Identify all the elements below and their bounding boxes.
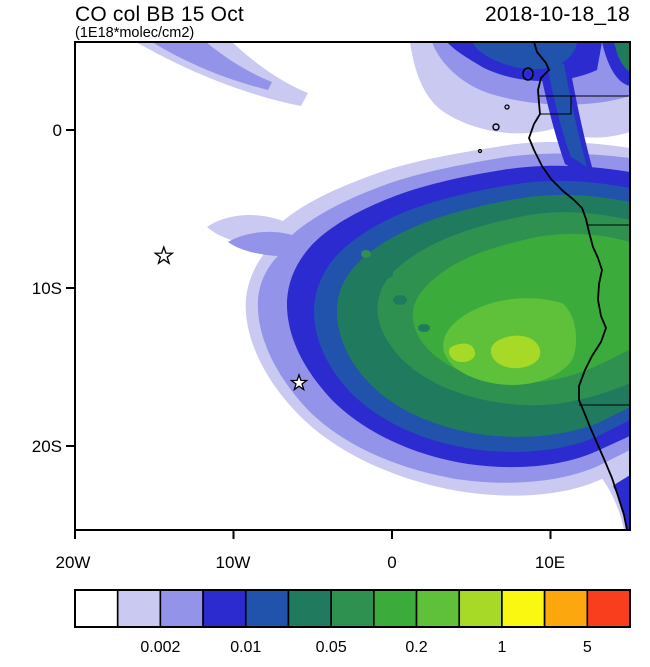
x-axis-label-10e: 10E	[534, 553, 566, 572]
colorbar-cell	[244, 589, 290, 628]
star-marker-ascension	[153, 245, 175, 265]
contour-teal-speckle	[418, 324, 430, 332]
colorbar-tick-label: 0.002	[140, 639, 180, 656]
colorbar-cell	[159, 589, 204, 628]
contour-teal-ne-corner	[614, 42, 630, 72]
colorbar-cell	[74, 589, 119, 628]
colorbar-border	[74, 589, 631, 628]
bioko-island-outline	[522, 67, 534, 81]
geography-overlay	[477, 42, 630, 530]
colorbar-cell	[373, 589, 418, 628]
colorbar-cell	[116, 589, 162, 628]
principe-island-outline	[504, 104, 510, 110]
y-axis-label-10s: 10S	[31, 279, 62, 298]
contour-teal-speckle	[383, 270, 393, 278]
colorbar-cell	[415, 589, 461, 628]
country-border-eq-guinea	[540, 96, 572, 115]
x-axis-label-10w: 10W	[215, 553, 251, 572]
contour-seagreen-speckle	[361, 250, 371, 258]
axis-ticks	[66, 129, 552, 539]
colorbar-cell	[458, 589, 503, 628]
x-axis-label-0: 0	[387, 553, 397, 572]
colorbar-cell	[287, 589, 332, 628]
colorbar-tick-label: 1	[497, 639, 506, 656]
colorbar-cell	[543, 589, 589, 628]
x-axis-label-20w: 20W	[55, 553, 91, 572]
colorbar-tick-label: 0.01	[230, 639, 261, 656]
contour-teal-speckle	[393, 295, 407, 305]
plot-title: CO col BB 15 Oct	[75, 3, 244, 26]
annobon-island-outline	[477, 148, 483, 154]
colorbar-tick-label: 0.2	[405, 639, 427, 656]
plot-units-subtitle: (1E18*molec/cm2)	[75, 25, 195, 41]
contour-field	[136, 42, 630, 530]
colorbar	[74, 589, 631, 628]
colorbar-tick-labels: 0.002 0.01 0.05 0.2 1 5	[140, 639, 591, 656]
colorbar-tick-label: 0.05	[316, 639, 347, 656]
plot-border	[74, 41, 631, 531]
colorbar-cell	[501, 589, 546, 628]
contour-blue-coastal-strip	[613, 475, 630, 530]
colorbar-tick-label: 5	[583, 639, 592, 656]
contour-yellowgreen-max	[490, 335, 541, 369]
y-axis-label-0: 0	[52, 121, 62, 140]
star-marker-st-helena	[289, 373, 309, 392]
plot-timestamp: 2018-10-18_18	[484, 3, 630, 26]
contour-yellowgreen-max-small	[449, 343, 476, 362]
colorbar-cell	[202, 589, 247, 628]
contour-periwinkle-topleft-core	[152, 42, 272, 90]
africa-coastline	[528, 42, 628, 530]
colorbar-cell	[586, 589, 631, 628]
colorbar-cell	[330, 589, 375, 628]
y-axis-label-20s: 20S	[31, 437, 62, 456]
sao-tome-island-outline	[492, 123, 500, 131]
